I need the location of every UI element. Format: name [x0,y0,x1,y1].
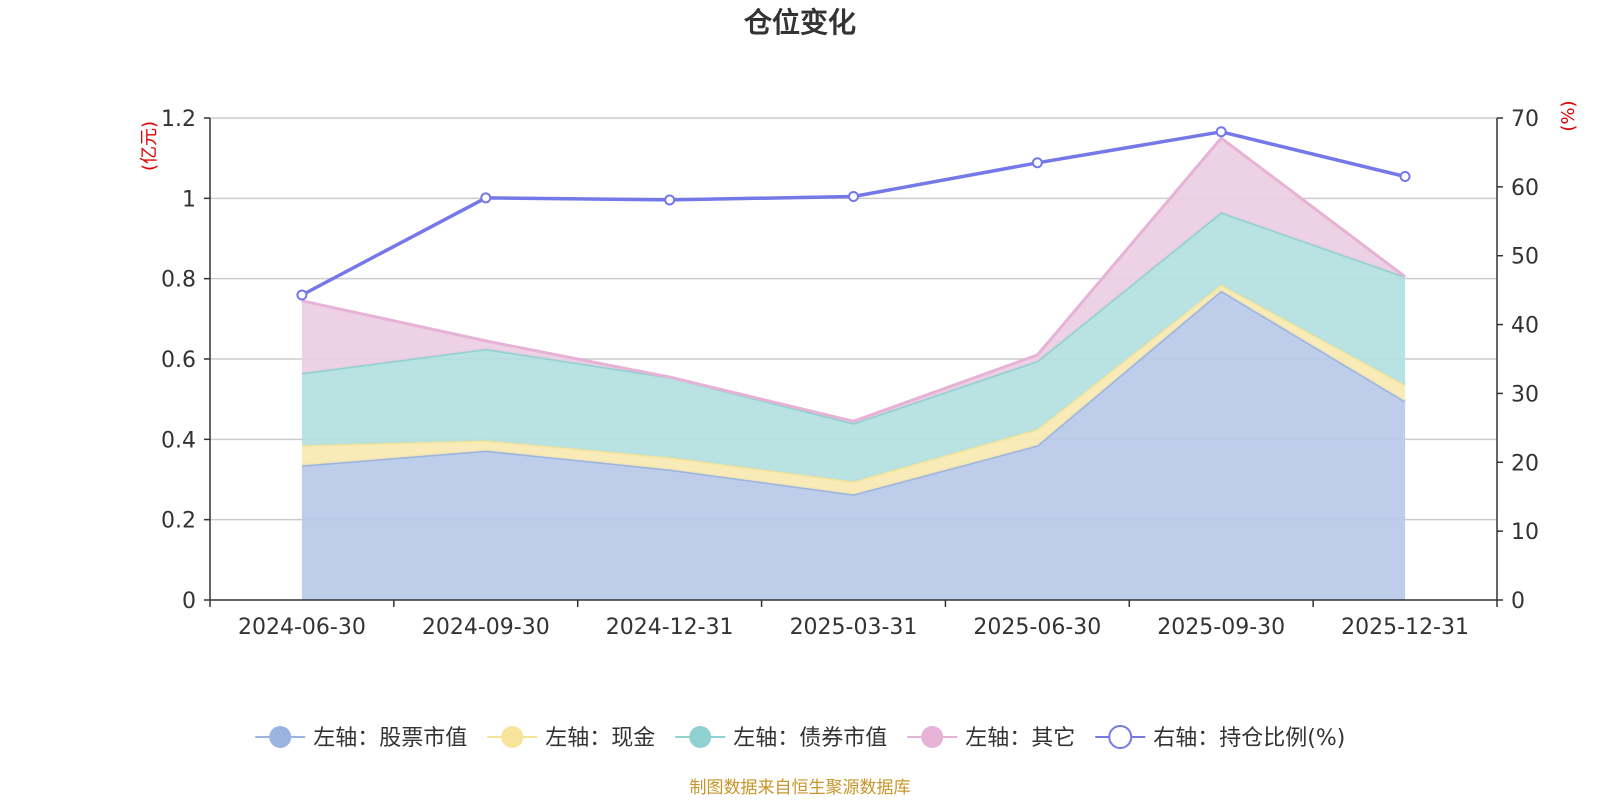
left-tick-label: 1.2 [161,107,196,132]
left-tick-label: 0.4 [161,428,196,453]
ratio-point [1031,157,1043,169]
right-tick-label: 70 [1511,107,1539,132]
legend-swatch-marker [269,726,292,748]
left-axis-unit: (亿元) [139,121,160,171]
x-tick-label: 2024-06-30 [238,615,366,640]
area-series-3 [301,212,1406,482]
right-tick-label: 60 [1511,176,1539,201]
ratio-point [664,194,676,206]
legend-swatch-marker [921,726,944,748]
left-tick-label: 1 [182,187,196,212]
right-axis-unit: (%) [1558,100,1579,131]
legend-swatch-marker [501,726,524,748]
left-tick-label: 0 [182,589,196,614]
area-series-1 [301,290,1406,600]
axes: 0 0.2 0.4 0.6 0.8 1 1.2 0 10 20 30 40 50 60 70 2024-06-… [161,107,1539,640]
legend-swatch-marker [1108,725,1133,749]
legend-label: 左轴：其它 [965,726,1075,751]
x-tick-label: 2025-09-30 [1157,615,1285,640]
legend-label: 左轴：现金 [545,726,655,751]
legend-item: 左轴：股票市值 [255,726,467,751]
right-tick-label: 10 [1511,520,1539,545]
right-tick-label: 20 [1511,451,1539,476]
x-tick-label: 2025-06-30 [973,615,1101,640]
legend: 左轴：股票市值 左轴：现金 左轴：债券市值 左轴：其它 右轴：持仓比例(%) [255,725,1345,751]
right-tick-label: 0 [1511,589,1525,614]
left-tick-label: 0.8 [161,268,196,293]
right-tick-label: 30 [1511,382,1539,407]
ratio-point [296,289,308,301]
area-edge-series-4 [301,136,1407,423]
stacked-areas [301,136,1407,600]
ratio-point [848,190,859,202]
ratio-line-layer [296,126,1411,301]
legend-label: 左轴：债券市值 [733,726,887,751]
legend-item: 左轴：债券市值 [675,726,887,751]
legend-label: 左轴：股票市值 [313,726,467,751]
legend-label: 右轴：持仓比例(%) [1153,726,1345,751]
x-tick-label: 2025-03-31 [790,615,918,640]
ratio-point [1399,171,1411,183]
x-tick-label: 2024-09-30 [422,615,550,640]
ratio-point [1215,126,1227,138]
right-tick-label: 50 [1511,245,1539,270]
legend-item: 右轴：持仓比例(%) [1095,725,1345,751]
x-tick-label: 2025-12-31 [1341,615,1469,640]
left-tick-label: 0.2 [161,509,196,534]
legend-item: 左轴：其它 [907,726,1075,751]
legend-item: 左轴：现金 [487,726,655,751]
ratio-point [480,192,492,204]
legend-swatch-marker [689,726,712,748]
x-tick-label: 2024-12-31 [606,615,734,640]
right-tick-label: 40 [1511,314,1539,339]
source-note: 制图数据来自恒生聚源数据库 [690,778,911,798]
chart-title: 仓位变化 [744,6,856,39]
left-tick-label: 0.6 [161,348,196,373]
